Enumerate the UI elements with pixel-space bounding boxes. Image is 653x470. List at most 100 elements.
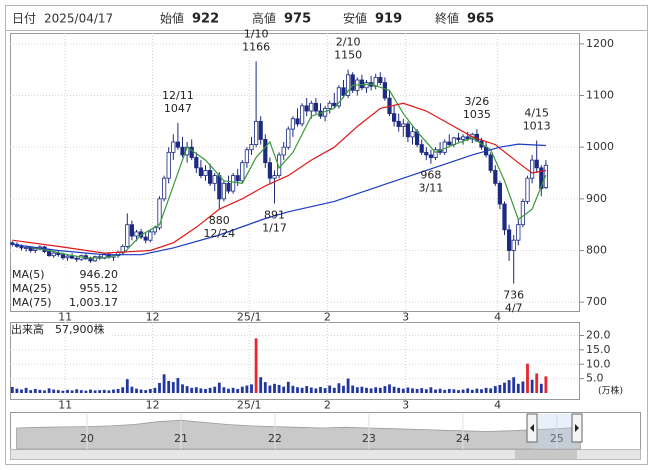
candle-body <box>299 105 305 125</box>
scrollbar[interactable] <box>10 449 641 460</box>
candle-body <box>129 224 134 237</box>
header-label: 日付 <box>12 12 36 26</box>
navigator-label: 20 <box>80 432 94 445</box>
volume-bar <box>516 383 520 393</box>
legend-value: 946.20 <box>80 268 119 281</box>
volume-bar <box>282 386 286 393</box>
volume-bar <box>461 389 465 393</box>
candle-body <box>378 77 383 84</box>
candle-body <box>304 105 309 112</box>
candle-body <box>530 159 535 179</box>
volume-bar <box>263 382 267 393</box>
annotation-price: 1150 <box>334 49 362 62</box>
volume-bar <box>530 379 534 393</box>
x-tick-label: 4 <box>494 399 501 412</box>
volume-bar <box>378 387 382 393</box>
y-tick-label: 900 <box>586 192 607 205</box>
volume-bar <box>29 390 33 393</box>
volume-bar <box>466 388 470 393</box>
volume-bar <box>171 382 175 393</box>
volume-bar <box>420 388 424 393</box>
x-tick-label: 4 <box>494 311 501 324</box>
candle-body <box>207 170 213 184</box>
volume-bar <box>521 381 525 393</box>
candle-body <box>125 224 130 247</box>
annotation-price: 968 <box>420 169 441 182</box>
volume-bar <box>512 377 516 393</box>
volume-title: 出来高 <box>11 322 44 336</box>
candle-body <box>235 175 240 182</box>
volume-bar <box>148 388 152 393</box>
volume-bar <box>300 387 304 393</box>
candle-body <box>226 182 231 192</box>
volume-bar <box>268 385 272 393</box>
volume-bar <box>332 387 336 393</box>
header-label: 安値 <box>343 11 367 26</box>
candle-body <box>143 236 148 241</box>
volume-bar <box>369 388 373 393</box>
frame <box>5 5 648 465</box>
candle-body <box>134 231 139 237</box>
navigator-handle[interactable] <box>571 413 583 443</box>
volume-bar <box>61 390 65 393</box>
volume-bar <box>47 388 51 393</box>
volume-bar <box>93 390 97 393</box>
volume-bar <box>392 386 396 393</box>
volume-bar <box>231 387 235 393</box>
candle-body <box>230 175 236 192</box>
volume-bar <box>121 387 125 393</box>
y-tick-label: 20.0 <box>586 329 611 342</box>
volume-bar <box>56 390 60 393</box>
scroll-thumb[interactable] <box>515 450 577 459</box>
annotation-date: 4/7 <box>505 302 523 315</box>
legend-name: MA(75) <box>12 296 52 309</box>
candle-body <box>327 102 332 109</box>
candle-body <box>502 203 507 231</box>
volume-bar <box>452 389 456 393</box>
annotation-date: 12/24 <box>203 227 235 240</box>
volume-bar <box>176 378 180 393</box>
volume-bar <box>493 386 497 393</box>
volume-bar <box>38 389 42 393</box>
x-tick-label: 12 <box>146 399 160 412</box>
candle-body <box>539 167 544 189</box>
candle-body <box>460 136 466 140</box>
candle-body <box>525 177 530 202</box>
candle-body <box>497 182 503 205</box>
candle-body <box>253 120 259 145</box>
volume-bar <box>217 382 221 393</box>
header-value: 965 <box>467 12 494 27</box>
volume-bar <box>75 389 79 393</box>
volume-bar <box>503 382 506 393</box>
volume-total: 57,900株 <box>55 322 105 336</box>
candle-body <box>391 113 397 122</box>
navigator-label: 24 <box>456 432 470 445</box>
candle-body <box>428 154 434 158</box>
volume-bar <box>107 390 111 393</box>
volume-bar <box>15 388 19 393</box>
candle-body <box>93 256 98 262</box>
volume-bar <box>130 386 134 393</box>
candle-body <box>295 118 300 125</box>
candle-body <box>332 102 337 107</box>
volume-bar <box>227 388 230 393</box>
candle-body <box>194 157 199 169</box>
candle-body <box>442 141 447 153</box>
volume-bar <box>411 388 414 393</box>
price-panel <box>10 33 580 312</box>
navigator-label: 25 <box>550 432 564 445</box>
volume-bar <box>185 386 189 393</box>
volume-bar <box>24 387 28 393</box>
candle-body <box>166 151 171 179</box>
volume-bar <box>443 389 447 393</box>
y-tick-label: 15.0 <box>586 343 611 356</box>
moving-average-line <box>12 102 547 254</box>
volume-bar <box>314 388 318 393</box>
volume-bar <box>415 388 419 393</box>
candle-body <box>240 162 245 182</box>
volume-bar <box>397 387 401 393</box>
navigator-handle[interactable] <box>526 413 538 443</box>
volume-bar <box>254 338 258 393</box>
volume-bar <box>539 383 543 393</box>
